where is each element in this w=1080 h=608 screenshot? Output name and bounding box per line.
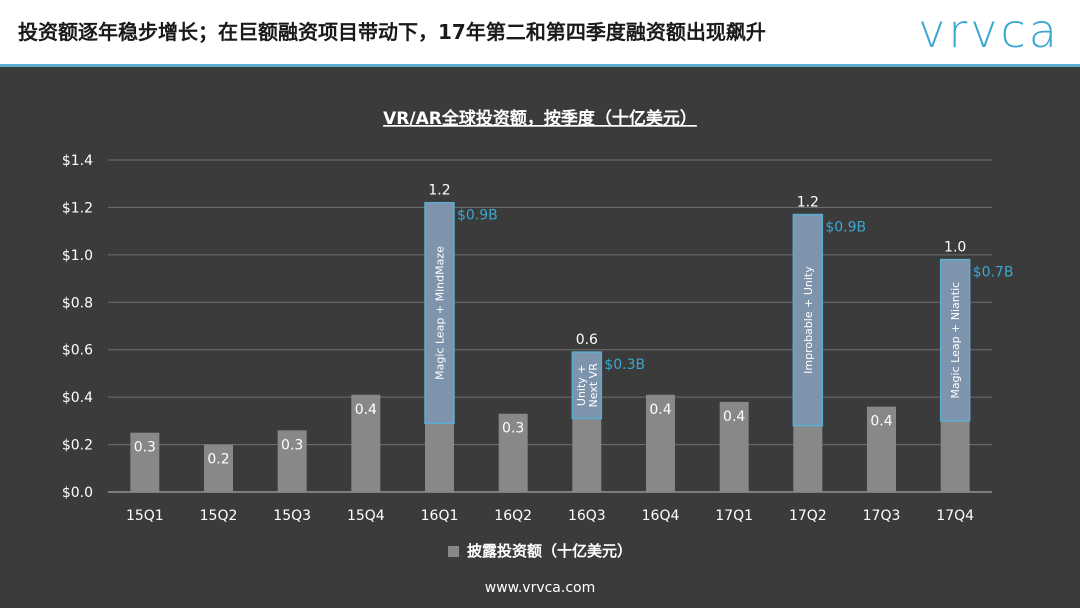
bar-value-label: 0.3 [502, 421, 524, 437]
bar-value-label: 0.3 [134, 440, 156, 456]
bar [277, 430, 307, 492]
x-tick-label: 16Q3 [568, 508, 606, 524]
x-tick-label: 17Q2 [789, 508, 827, 524]
header-bar: 投资额逐年稳步增长；在巨额融资项目带动下，17年第二和第四季度融资额出现飙升 v… [0, 0, 1080, 64]
y-tick-label: $1.0 [62, 248, 93, 264]
x-tick-label: 17Q1 [715, 508, 753, 524]
bar-value-label: 0.4 [649, 402, 671, 418]
bar-highlight [424, 201, 455, 424]
y-tick-label: $0.4 [62, 390, 93, 406]
x-tick-label: 15Q2 [200, 508, 238, 524]
x-tick-label: 16Q4 [642, 508, 680, 524]
chart-title: VR/AR全球投资额，按季度（十亿美元） [383, 108, 697, 129]
y-tick-label: $0.2 [62, 438, 93, 454]
bar [130, 432, 160, 492]
bar-base [572, 418, 602, 492]
x-tick-label: 15Q1 [126, 508, 164, 524]
y-tick-label: $0.8 [62, 295, 93, 311]
bar-annotation: Magic Leap + Niantic [949, 282, 962, 399]
legend-label: 披露投资额（十亿美元） [466, 542, 632, 560]
bar-value-label: 1.0 [944, 240, 966, 256]
bar-value-label: 0.4 [870, 414, 892, 430]
bar-base [793, 425, 823, 492]
x-tick-label: 17Q4 [936, 508, 974, 524]
chart-legend: 披露投资额（十亿美元） [0, 540, 1080, 561]
bar-value-label: 0.3 [281, 437, 303, 453]
bar-value-label: 1.2 [428, 183, 450, 199]
x-tick-label: 16Q1 [421, 508, 459, 524]
bar-value-label: 1.2 [797, 195, 819, 211]
x-tick-label: 15Q3 [273, 508, 311, 524]
delta-label: $0.9B [457, 208, 498, 224]
legend-swatch [447, 546, 459, 557]
bar-annotation: Unity +Next VR [575, 363, 600, 408]
bar-value-label: 0.6 [576, 332, 598, 348]
vrvca-logo: vrvca [918, 4, 1060, 58]
bar-annotation: Magic Leap + MindMaze [434, 246, 447, 380]
bar-highlight [571, 351, 603, 420]
page-title: 投资额逐年稳步增长；在巨额融资项目带动下，17年第二和第四季度融资额出现飙升 [18, 20, 766, 44]
bar-highlight [792, 213, 824, 427]
bar [204, 444, 233, 492]
x-tick-label: 15Q4 [347, 508, 385, 524]
y-tick-label: $0.0 [62, 485, 93, 501]
header-divider [0, 64, 1080, 67]
bar [867, 406, 896, 492]
bar [498, 413, 528, 492]
bar [351, 394, 381, 492]
x-tick-label: 17Q3 [863, 508, 901, 524]
bar [646, 394, 675, 492]
delta-label: $0.7B [973, 265, 1014, 281]
bar-value-label: 0.2 [207, 452, 229, 468]
bar-highlight [939, 258, 971, 422]
bar-base [940, 420, 970, 492]
bar-value-label: 0.4 [355, 402, 377, 418]
y-tick-label: $1.2 [62, 200, 93, 216]
bar [719, 401, 749, 492]
y-tick-label: $1.4 [62, 153, 93, 169]
delta-label: $0.9B [825, 220, 866, 236]
bar-value-label: 0.4 [723, 409, 745, 425]
y-tick-label: $0.6 [62, 343, 93, 359]
delta-label: $0.3B [604, 357, 645, 373]
bar-base [425, 423, 454, 492]
bar-annotation: Improbable + Unity [802, 266, 815, 374]
x-tick-label: 16Q2 [494, 508, 532, 524]
footer-url[interactable]: www.vrvca.com [484, 580, 596, 596]
